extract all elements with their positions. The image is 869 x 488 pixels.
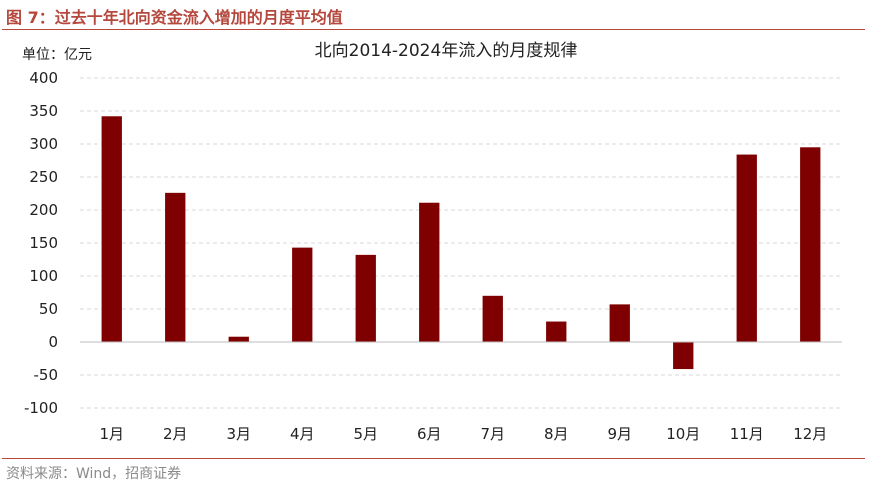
x-tick-label: 9月 — [607, 425, 632, 443]
header-rule — [2, 29, 865, 30]
bar — [673, 342, 694, 370]
x-tick-label: 5月 — [353, 425, 378, 443]
footer-rule — [2, 458, 865, 459]
y-tick-label: 300 — [29, 135, 58, 153]
y-tick-label: 250 — [29, 168, 58, 186]
y-tick-label: 200 — [29, 201, 58, 219]
bar — [419, 202, 440, 342]
gridlines — [80, 77, 842, 409]
x-axis-ticks: 1月 2月 3月 4月 5月 6月 7月 8月 9月 10月 11月 12月 — [99, 425, 827, 443]
bar — [355, 254, 376, 342]
y-tick-label: 0 — [48, 333, 58, 351]
bar — [546, 321, 567, 342]
x-tick-label: 11月 — [730, 425, 764, 443]
y-axis-ticks: 400 350 300 250 200 150 100 50 0 -50 -100 — [24, 69, 58, 417]
x-tick-label: 8月 — [544, 425, 569, 443]
y-tick-label: -50 — [34, 366, 59, 384]
x-tick-label: 12月 — [793, 425, 827, 443]
bar — [292, 247, 313, 342]
x-tick-label: 10月 — [666, 425, 700, 443]
bar — [101, 116, 122, 342]
x-tick-label: 4月 — [290, 425, 315, 443]
bars — [101, 116, 821, 370]
x-tick-label: 7月 — [480, 425, 505, 443]
chart-title: 北向2014-2024年流入的月度规律 — [315, 41, 578, 61]
bar — [482, 295, 503, 342]
bar — [800, 147, 821, 342]
source-note: 资料来源：Wind，招商证券 — [6, 466, 182, 482]
bar — [609, 304, 630, 342]
y-tick-label: 100 — [29, 267, 58, 285]
y-tick-label: 150 — [29, 234, 58, 252]
y-tick-label: 350 — [29, 102, 58, 120]
x-tick-label: 3月 — [226, 425, 251, 443]
x-tick-label: 1月 — [99, 425, 124, 443]
bar — [736, 154, 757, 342]
y-tick-label: -100 — [24, 399, 58, 417]
unit-label: 单位：亿元 — [22, 47, 92, 63]
y-tick-label: 400 — [29, 69, 58, 87]
y-tick-label: 50 — [39, 300, 58, 318]
bar — [228, 336, 249, 342]
x-tick-label: 2月 — [163, 425, 188, 443]
bar — [165, 192, 186, 342]
x-tick-label: 6月 — [417, 425, 442, 443]
figure-header: 图 7：过去十年北向资金流入增加的月度平均值 — [6, 8, 343, 27]
